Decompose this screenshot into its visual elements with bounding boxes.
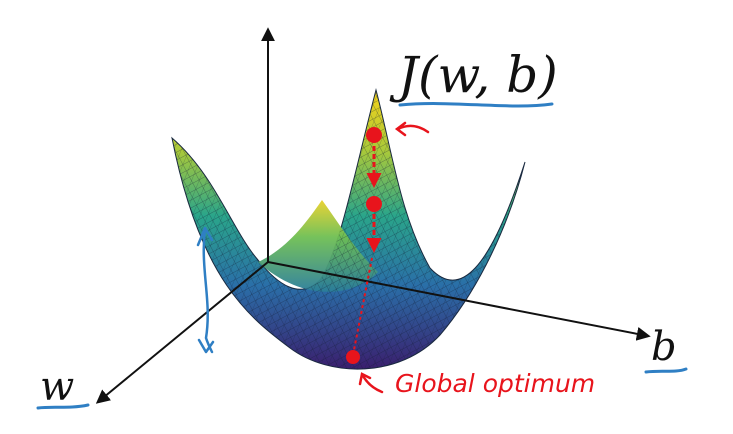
- height-annotation: [196, 226, 215, 354]
- b-axis: [267, 261, 651, 341]
- optimum-pointer-arrow: [358, 372, 384, 394]
- axes: [95, 27, 651, 404]
- cost-surface: [171, 88, 526, 370]
- surface-mesh-b: [172, 90, 525, 370]
- b-axis-label: b: [651, 324, 677, 370]
- global-optimum-point: [346, 350, 360, 364]
- descent-step-3: [353, 257, 373, 351]
- b-label-underline: [644, 367, 688, 374]
- descent-point-start: [366, 127, 382, 143]
- descent-point-middle: [366, 196, 382, 212]
- start-pointer-arrow: [394, 121, 430, 137]
- global-optimum-label: Global optimum: [395, 369, 595, 398]
- w-axis-label: w: [40, 364, 74, 410]
- cost-function-label: J(w, b): [389, 46, 558, 104]
- w-label-underline: [36, 403, 90, 410]
- cost-label-underline: [398, 102, 554, 108]
- w-axis: [95, 261, 269, 404]
- descent-path: [346, 121, 430, 364]
